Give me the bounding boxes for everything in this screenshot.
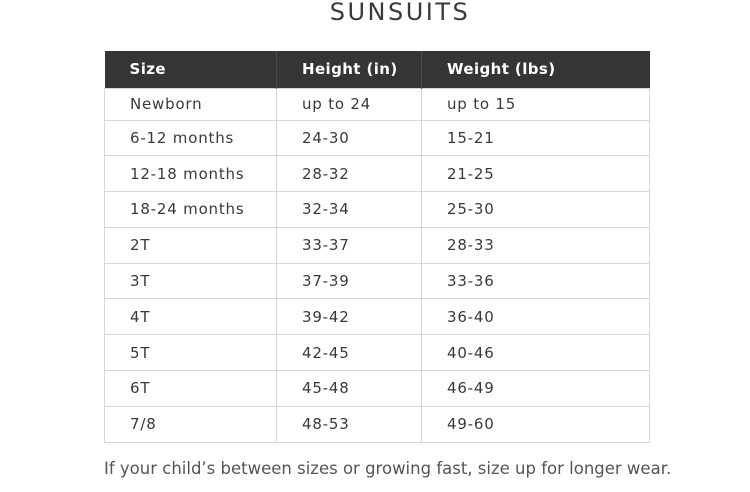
table-row: 3T 37-39 33-36 [104,262,650,300]
table-row: 4T 39-42 36-40 [104,298,650,336]
size-cell: 2T [104,226,277,264]
height-cell: 48-53 [276,405,422,443]
table-row: 7/8 48-53 49-60 [104,405,650,443]
table-row: 12-18 months 28-32 21-25 [104,155,650,193]
size-cell: 18-24 months [104,191,277,228]
size-cell: 12-18 months [104,155,277,193]
weight-cell: up to 15 [421,87,650,121]
weight-cell: 36-40 [421,298,650,336]
size-cell: 6-12 months [104,119,277,157]
table-header-row: Size Height (in) Weight (lbs) [104,51,650,88]
table-row: 2T 33-37 28-33 [104,226,650,264]
column-header-size: Size [104,51,277,88]
size-cell: 3T [104,262,277,300]
size-cell: 5T [104,334,277,372]
height-cell: 32-34 [276,191,422,228]
height-cell: 45-48 [276,370,422,407]
table-row: 5T 42-45 40-46 [104,334,650,372]
weight-cell: 28-33 [421,226,650,264]
page-title: SUNSUITS [329,0,471,26]
sizing-footnote: If your child’s between sizes or growing… [104,459,672,478]
weight-cell: 15-21 [421,119,650,157]
table-row: Newborn up to 24 up to 15 [104,87,650,121]
size-cell: 6T [104,370,277,407]
height-cell: 39-42 [276,298,422,336]
column-header-weight: Weight (lbs) [421,51,650,88]
height-cell: 33-37 [276,226,422,264]
size-cell: Newborn [104,87,277,121]
table-row: 18-24 months 32-34 25-30 [104,191,650,228]
height-cell: 37-39 [276,262,422,300]
weight-cell: 21-25 [421,155,650,193]
size-cell: 7/8 [104,405,277,443]
height-cell: 24-30 [276,119,422,157]
weight-cell: 40-46 [421,334,650,372]
column-header-height: Height (in) [276,51,422,88]
height-cell: up to 24 [276,87,422,121]
weight-cell: 33-36 [421,262,650,300]
weight-cell: 46-49 [421,370,650,407]
size-cell: 4T [104,298,277,336]
weight-cell: 25-30 [421,191,650,228]
size-chart-table: Size Height (in) Weight (lbs) Newborn up… [104,51,650,443]
table-row: 6T 45-48 46-49 [104,370,650,407]
height-cell: 28-32 [276,155,422,193]
height-cell: 42-45 [276,334,422,372]
weight-cell: 49-60 [421,405,650,443]
table-row: 6-12 months 24-30 15-21 [104,119,650,157]
